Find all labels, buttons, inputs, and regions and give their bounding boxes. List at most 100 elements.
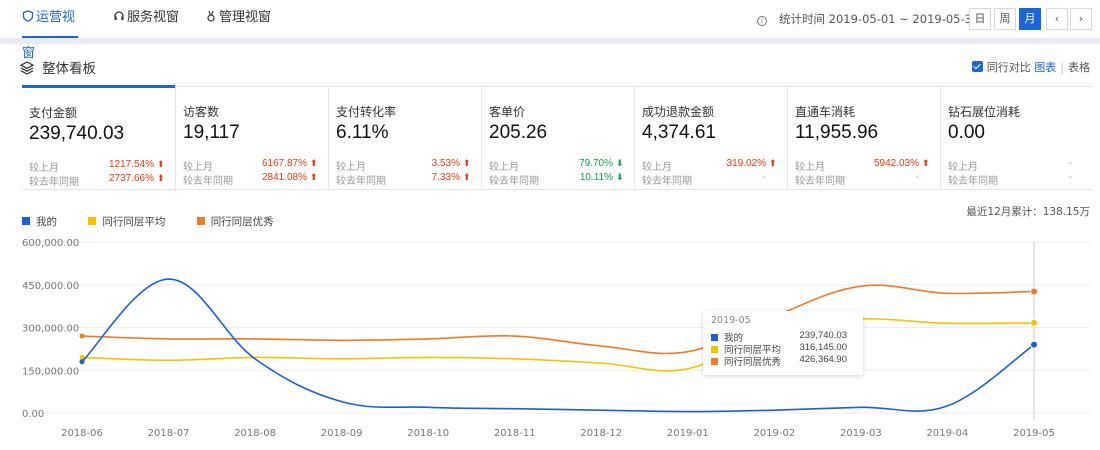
next-period-button[interactable]: › — [1070, 8, 1092, 30]
kpi-name: 钻石展位消耗 — [948, 105, 1021, 119]
x-tick-label: 2018-07 — [148, 428, 190, 439]
view-table-link[interactable]: 表格 — [1068, 61, 1090, 74]
x-tick-label: 2019-03 — [840, 428, 882, 439]
medal-icon — [207, 10, 215, 22]
y-tick-label: 150,000.00 — [22, 366, 79, 377]
kpi-card[interactable]: 支付金额 239,740.03 较上月 1217.54% ⬆ 较去年同期 2737.66% ⬆ — [22, 85, 175, 188]
tab-operations[interactable]: 运营视窗 — [22, 0, 78, 61]
kpi-name: 访客数 — [183, 105, 220, 119]
x-tick-label: 2018-08 — [234, 428, 276, 439]
section-title: 整体看板 — [20, 57, 96, 77]
info-icon[interactable]: i — [757, 16, 767, 26]
tooltip-row: 同行同层优秀 426,364.90 — [711, 354, 855, 368]
legend-swatch — [196, 217, 205, 225]
period-month-button[interactable]: 月 — [1019, 8, 1041, 30]
kpi-yoy-row: 较去年同期 7.33% ⬆ — [336, 172, 471, 187]
period-day-button[interactable]: 日 — [969, 8, 991, 30]
chart-legend: 我的 同行同层平均 同行同层优秀 — [22, 214, 302, 229]
arrow-up-icon: ⬆ — [157, 173, 165, 183]
view-chart-link[interactable]: 图表 — [1034, 61, 1057, 74]
kpi-mom-row: 较上月 1217.54% ⬆ — [29, 159, 165, 174]
kpi-card[interactable]: 支付转化率 6.11% 较上月 3.53% ⬆ 较去年同期 7.33% ⬆ — [328, 87, 481, 190]
legend-item-mine[interactable]: 我的 — [22, 214, 57, 229]
section-header: 整体看板 同行对比 图表 | 表格 — [0, 44, 1100, 86]
shield-icon — [22, 10, 34, 22]
kpi-card[interactable]: 直通车消耗 11,955.96 较上月 5942.03% ⬆ 较去年同期 - — [787, 87, 940, 190]
tooltip-row: 同行同层平均 316,145.00 — [711, 342, 855, 356]
arrow-up-icon: ⬆ — [463, 158, 471, 168]
kpi-value: 6.11% — [336, 122, 389, 143]
total-label: 最近12月累计：138.15万 — [966, 206, 1090, 218]
kpi-name: 客单价 — [489, 105, 526, 119]
series-end-point — [1030, 318, 1038, 327]
x-tick-label: 2018-12 — [580, 428, 622, 439]
y-tick-label: 450,000.00 — [22, 281, 79, 292]
x-tick-label: 2018-10 — [407, 428, 449, 439]
y-tick-label: 300,000.00 — [22, 324, 79, 335]
legend-item-average[interactable]: 同行同层平均 — [88, 214, 165, 229]
kpi-yoy-row: 较去年同期 10.11% ⬇ — [489, 172, 624, 187]
peer-compare-checkbox[interactable] — [971, 61, 983, 72]
x-tick-label: 2019-02 — [753, 428, 795, 439]
kpi-yoy-row: 较去年同期 - — [948, 172, 1072, 187]
x-tick-label: 2018-09 — [321, 428, 363, 439]
prev-period-button[interactable]: ‹ — [1046, 8, 1068, 30]
kpi-mom-row: 较上月 319.02% ⬆ — [642, 158, 777, 173]
kpi-value: 239,740.03 — [29, 123, 125, 144]
kpi-card[interactable]: 钻石展位消耗 0.00 较上月 - 较去年同期 - — [940, 87, 1093, 190]
series-line-0 — [81, 278, 1035, 413]
line-chart: 600,000.00 450,000.00 300,000.00 150,000.00… — [22, 238, 1090, 439]
legend-swatch — [88, 217, 97, 225]
tooltip-title: 2019-05 — [711, 315, 751, 326]
x-tick-label: 2019-01 — [667, 428, 709, 439]
arrow-up-icon: ⬆ — [157, 159, 165, 169]
kpi-yoy-row: 较去年同期 - — [642, 172, 766, 187]
arrow-up-icon: ⬆ — [769, 158, 777, 168]
kpi-card[interactable]: 访客数 19,117 较上月 6167.87% ⬆ 较去年同期 2841.08% ⬆ — [175, 87, 328, 190]
x-tick-label: 2018-11 — [494, 428, 536, 439]
kpi-yoy-row: 较去年同期 2737.66% ⬆ — [29, 173, 165, 188]
kpi-cards: 支付金额 239,740.03 较上月 1217.54% ⬆ 较去年同期 2737.66% ⬆… — [22, 85, 1093, 190]
arrow-up-icon: ⬆ — [922, 158, 930, 168]
series-end-point — [1030, 287, 1038, 296]
kpi-name: 成功退款金额 — [642, 105, 715, 119]
series-line-1 — [81, 318, 1035, 372]
x-tick-label: 2018-06 — [61, 428, 103, 439]
kpi-mom-row: 较上月 6167.87% ⬆ — [183, 158, 318, 173]
arrow-up-icon: ⬆ — [310, 172, 318, 182]
x-tick-label: 2019-05 — [1013, 428, 1055, 439]
stat-time: i 统计时间 2019-05-01 ~ 2019-05-31 — [757, 11, 979, 27]
legend-item-top[interactable]: 同行同层优秀 — [196, 214, 274, 229]
legend-swatch — [22, 217, 30, 225]
divider — [0, 38, 1100, 44]
series-end-point — [1030, 340, 1038, 349]
tab-management[interactable]: 管理视窗 — [205, 0, 271, 38]
kpi-mom-row: 较上月 5942.03% ⬆ — [795, 158, 930, 173]
peer-compare-label: 同行对比 — [986, 61, 1031, 74]
arrow-up-icon: ⬆ — [310, 158, 318, 168]
chevron-right-icon: › — [1078, 12, 1084, 25]
x-tick-label: 2019-04 — [927, 428, 969, 439]
chevron-left-icon: ‹ — [1054, 12, 1060, 25]
kpi-value: 11,955.96 — [795, 122, 879, 143]
kpi-mom-row: 较上月 79.70% ⬇ — [489, 158, 624, 173]
kpi-value: 19,117 — [183, 122, 240, 143]
kpi-name: 支付转化率 — [336, 105, 397, 119]
kpi-yoy-row: 较去年同期 2841.08% ⬆ — [183, 172, 318, 187]
layers-icon — [20, 61, 34, 75]
series-line-2 — [81, 284, 1035, 355]
headset-icon — [114, 11, 124, 20]
series-start-point — [79, 359, 85, 365]
top-bar: 运营视窗 服务视窗 管理视窗 i 统计时间 2019-05-01 ~ 2019-0… — [0, 0, 1100, 61]
chart-tooltip: 2019-05 我的 239,740.03 同行同层平均 316,145.00 同行… — [703, 311, 863, 375]
period-week-button[interactable]: 周 — [994, 8, 1016, 30]
kpi-card[interactable]: 成功退款金额 4,374.61 较上月 319.02% ⬆ 较去年同期 - — [634, 87, 787, 190]
kpi-card[interactable]: 客单价 205.26 较上月 79.70% ⬇ 较去年同期 10.11% ⬇ — [481, 87, 634, 190]
kpi-name: 支付金额 — [29, 106, 78, 120]
tab-service[interactable]: 服务视窗 — [113, 0, 179, 38]
series-start-point — [79, 333, 85, 339]
arrow-up-icon: ⬆ — [463, 172, 471, 182]
kpi-value: 4,374.61 — [642, 122, 716, 143]
view-options: 同行对比 图表 | 表格 — [971, 59, 1090, 75]
arrow-down-icon: ⬇ — [616, 158, 624, 168]
